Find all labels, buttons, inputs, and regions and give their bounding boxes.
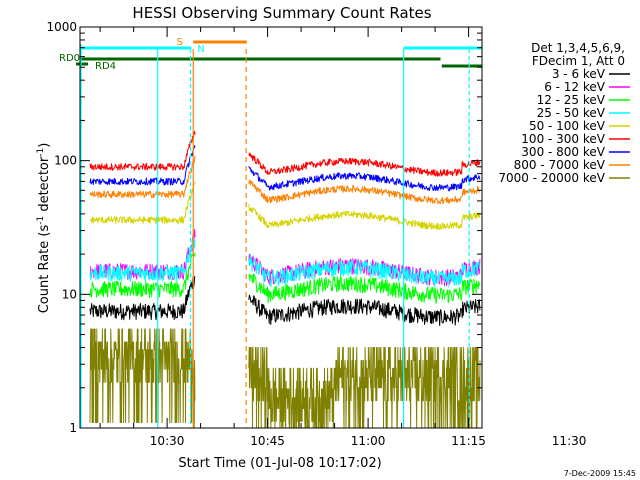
- y-tick-label: 100: [54, 154, 77, 168]
- series-line: [89, 155, 196, 199]
- series-line: [248, 179, 480, 205]
- series-line: [248, 294, 481, 326]
- x-tick-label: 11:30: [552, 434, 587, 448]
- flag-label: S: [176, 37, 182, 48]
- flag-label: N: [197, 44, 204, 55]
- legend: Det 1,3,4,5,6,9,FDecim 1, Att 03 - 6 keV…: [498, 41, 630, 185]
- series-line: [248, 273, 481, 304]
- series-line: [248, 152, 481, 177]
- series-line: [89, 181, 196, 224]
- flag-label: RD4: [95, 61, 116, 72]
- series-line: [89, 252, 196, 298]
- y-tick-label: 1: [69, 421, 77, 435]
- chart-title: HESSI Observing Summary Count Rates: [132, 4, 431, 22]
- y-axis: 1 10 100 1000: [46, 20, 482, 435]
- x-tick-label: 10:45: [250, 434, 285, 448]
- series-line: [89, 234, 196, 282]
- series-line: [89, 275, 196, 321]
- x-tick-label: 10:30: [150, 434, 185, 448]
- series-line: [89, 130, 196, 171]
- y-tick-label: 1000: [46, 20, 77, 34]
- flag-bars: S N RD0 RD4: [59, 37, 482, 72]
- legend-label: 6 - 12 keV: [544, 80, 606, 94]
- legend-label: 25 - 50 keV: [537, 106, 606, 120]
- plot-frame: [79, 26, 483, 429]
- legend-header: Det 1,3,4,5,6,9,: [531, 41, 625, 55]
- y-tick-label: 10: [62, 287, 77, 301]
- x-axis-label: Start Time (01-Jul-08 10:17:02): [178, 456, 381, 471]
- series-line: [248, 253, 481, 288]
- legend-header: FDecim 1, Att 0: [532, 54, 625, 68]
- flag-label: RD0: [59, 53, 80, 64]
- series-line: [248, 347, 481, 429]
- series-line: [89, 328, 196, 429]
- x-tick-label: 11:15: [451, 434, 486, 448]
- series-line: [248, 204, 481, 230]
- legend-label: 100 - 300 keV: [521, 132, 605, 146]
- series-line: [248, 165, 481, 192]
- event-lines: [80, 44, 470, 428]
- series-layer: [89, 130, 481, 429]
- series-line: [89, 145, 196, 186]
- date-stamp: 7-Dec-2009 15:45: [564, 469, 636, 478]
- legend-label: 800 - 7000 keV: [514, 158, 606, 172]
- legend-label: 3 - 6 keV: [552, 67, 606, 81]
- legend-label: 300 - 800 keV: [521, 145, 605, 159]
- legend-label: 7000 - 20000 keV: [498, 171, 605, 185]
- x-tick-label: 11:00: [351, 434, 386, 448]
- legend-label: 50 - 100 keV: [529, 119, 606, 133]
- y-axis-label: Count Rate (s-1 detector-1): [36, 143, 52, 314]
- legend-label: 12 - 25 keV: [537, 93, 606, 107]
